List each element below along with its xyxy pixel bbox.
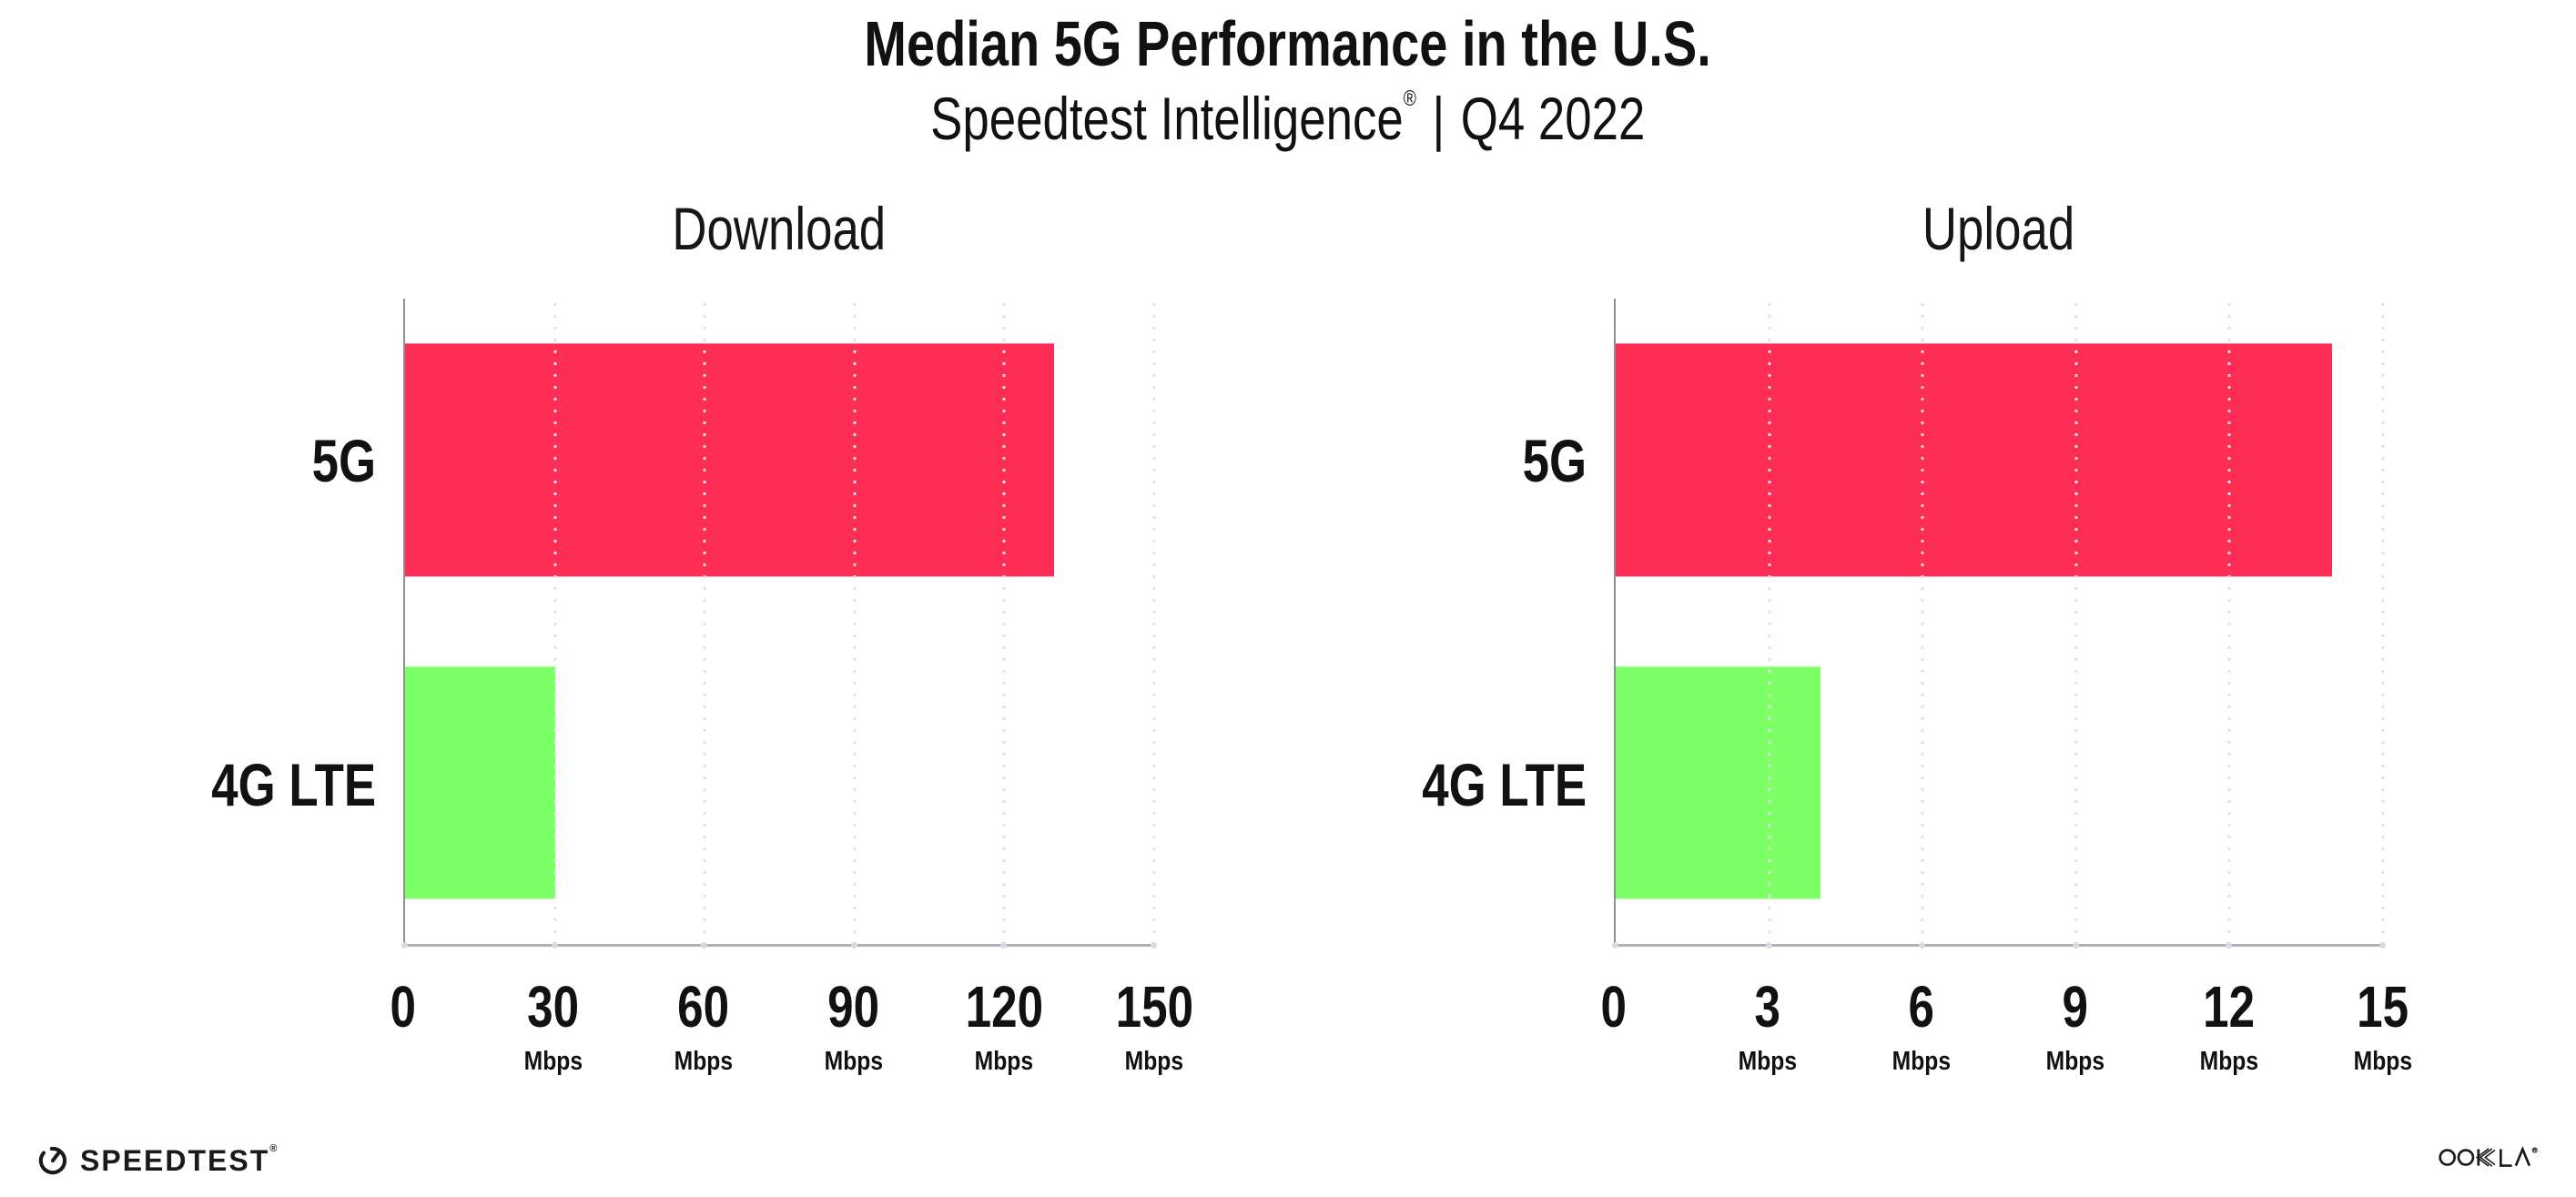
- gridline-3: [1767, 299, 1771, 945]
- registered-mark: ®: [1403, 86, 1417, 111]
- upload-x-axis-labels: 0 3 Mbps 6 Mbps 9 Mbps 12 Mbps 15 Mbps: [1601, 947, 2412, 1115]
- tick-value: 9: [2062, 974, 2089, 1040]
- figure-subtitle-text: Speedtest Intelligence® | Q4 2022: [930, 84, 1646, 152]
- tick-value: 150: [1115, 974, 1193, 1040]
- tick-value: 0: [390, 974, 417, 1040]
- category-label-4g-lte: 4G LTE: [170, 755, 376, 815]
- axis-tick-mark: [701, 942, 708, 949]
- gridline-15: [2381, 299, 2385, 945]
- upload-chart: Upload 5G 4G LTE 0 3 Mbps 6 Mbps 9 Mbps 12 Mbps 15…: [1300, 198, 2412, 1115]
- axis-tick-mark: [401, 942, 408, 949]
- tick-unit: Mbps: [1738, 1047, 1798, 1077]
- figure-title-text: Median 5G Performance in the U.S.: [864, 8, 1712, 79]
- upload-chart-title: Upload: [1614, 198, 2383, 299]
- download-chart-title: Download: [403, 198, 1154, 299]
- tick-value: 60: [677, 974, 730, 1040]
- speedtest-gauge-icon: [38, 1146, 67, 1175]
- tick-value: 12: [2203, 974, 2256, 1040]
- axis-tick-mark: [1612, 942, 1618, 949]
- axis-tick-mark: [1000, 942, 1008, 949]
- category-label-text: 4G LTE: [211, 751, 376, 819]
- axis-tick-mark: [1765, 942, 1772, 949]
- tick-unit: Mbps: [1124, 1047, 1184, 1077]
- category-label-text: 4G LTE: [1422, 751, 1587, 819]
- tick-value: 30: [527, 974, 580, 1040]
- axis-tick-mark: [551, 942, 558, 949]
- speedtest-logo: SPEEDTEST®: [36, 1144, 279, 1177]
- category-label-5g: 5G: [296, 431, 376, 491]
- ookla-logo: [2438, 1143, 2540, 1175]
- gridline-90: [852, 299, 857, 945]
- ookla-wordmark-icon: [2439, 1145, 2538, 1167]
- subtitle-brand: Speedtest Intelligence: [930, 84, 1404, 152]
- bar-5g: [405, 343, 1055, 576]
- upload-plot-area: [1612, 299, 2386, 949]
- gridline-12: [2227, 299, 2232, 945]
- tick-value: 0: [1600, 974, 1628, 1040]
- axis-tick-mark: [2226, 942, 2233, 949]
- bar-5g: [1616, 343, 2332, 576]
- tick-unit: Mbps: [2353, 1047, 2413, 1077]
- charts-row: Download 5G 4G LTE 0 30 Mbps 60 Mbps 90 Mbps 120…: [0, 151, 2576, 1115]
- tick-unit: Mbps: [974, 1047, 1034, 1077]
- category-label-text: 5G: [311, 427, 376, 495]
- tick-value: 90: [827, 974, 880, 1040]
- category-label-text: 5G: [1522, 427, 1587, 495]
- speedtest-wordmark: SPEEDTEST®: [80, 1143, 279, 1177]
- tick-unit: Mbps: [824, 1047, 884, 1077]
- tick-value: 120: [965, 974, 1043, 1040]
- gridline-60: [703, 299, 707, 945]
- upload-chart-title-text: Upload: [1922, 195, 2075, 263]
- gridline-150: [1152, 299, 1156, 945]
- figure-header: Median 5G Performance in the U.S. Speedt…: [0, 0, 2576, 151]
- speedtest-registered-mark: ®: [269, 1143, 279, 1154]
- figure-title: Median 5G Performance in the U.S.: [0, 8, 2576, 79]
- axis-tick-mark: [2072, 942, 2079, 949]
- figure-subtitle: Speedtest Intelligence® | Q4 2022: [0, 84, 2576, 152]
- gridline-9: [2074, 299, 2078, 945]
- subtitle-period: Q4 2022: [1461, 84, 1646, 152]
- tick-unit: Mbps: [1891, 1047, 1952, 1077]
- download-plot-area: [401, 299, 1157, 949]
- category-label-4g-lte: 4G LTE: [1381, 755, 1587, 815]
- tick-unit: Mbps: [674, 1047, 734, 1077]
- tick-value: 15: [2357, 974, 2409, 1040]
- download-chart: Download 5G 4G LTE 0 30 Mbps 60 Mbps 90 Mbps 120…: [71, 198, 1193, 1115]
- category-label-5g: 5G: [1506, 431, 1587, 491]
- tick-unit: Mbps: [2045, 1047, 2105, 1077]
- tick-value: 6: [1908, 974, 1935, 1040]
- gridline-6: [1921, 299, 1925, 945]
- download-chart-title-text: Download: [672, 195, 886, 263]
- download-category-labels: 5G 4G LTE: [71, 299, 403, 947]
- gridline-30: [553, 299, 557, 945]
- axis-tick-mark: [1919, 942, 1926, 949]
- subtitle-separator: |: [1432, 84, 1445, 152]
- speedtest-wordmark-text: SPEEDTEST: [80, 1144, 270, 1177]
- download-x-axis-labels: 0 30 Mbps 60 Mbps 90 Mbps 120 Mbps 150 Mbps: [390, 947, 1193, 1115]
- axis-tick-mark: [850, 942, 857, 949]
- bar-4g-lte: [405, 666, 555, 899]
- axis-tick-mark: [2379, 942, 2386, 949]
- tick-unit: Mbps: [523, 1047, 583, 1077]
- bar-4g-lte: [1616, 666, 1820, 899]
- tick-unit: Mbps: [2199, 1047, 2259, 1077]
- tick-value: 3: [1754, 974, 1781, 1040]
- axis-tick-mark: [1151, 942, 1157, 949]
- gridline-120: [1002, 299, 1007, 945]
- upload-category-labels: 5G 4G LTE: [1300, 299, 1614, 947]
